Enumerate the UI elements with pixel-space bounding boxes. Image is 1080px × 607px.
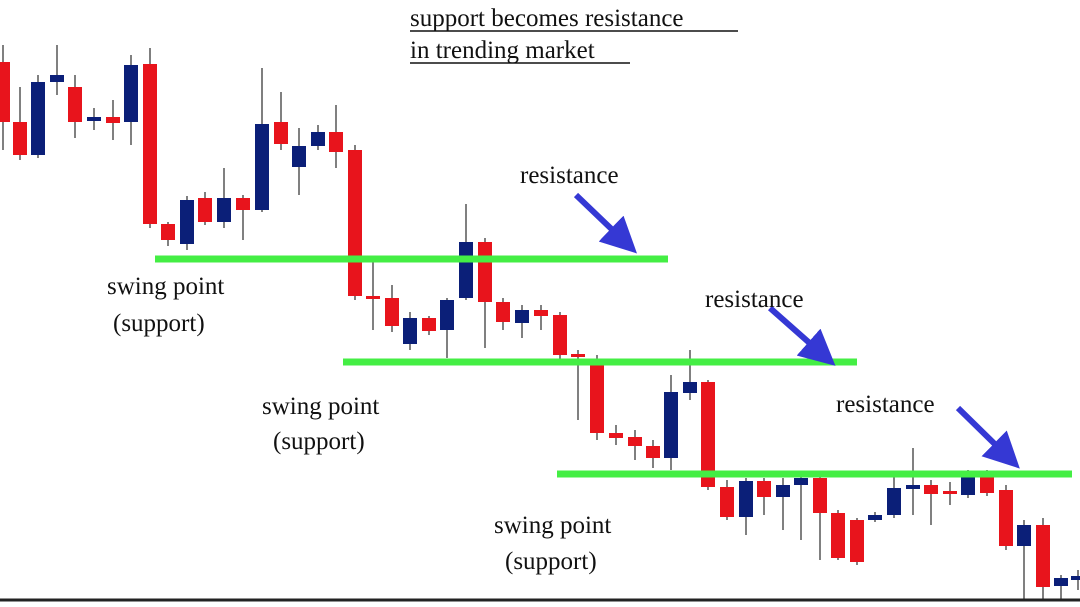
resistance-label: resistance: [520, 162, 619, 189]
candle-body: [1054, 578, 1068, 586]
swing-label: swing point: [107, 273, 224, 300]
candle-body: [868, 515, 882, 520]
candle-body: [459, 242, 473, 298]
candle-body: [478, 242, 492, 302]
candle-body: [31, 82, 45, 155]
candle-body: [961, 475, 975, 495]
swing-label: (support): [273, 428, 365, 455]
resistance-label: resistance: [836, 391, 935, 418]
candle-body: [403, 318, 417, 344]
candle-body: [87, 117, 101, 121]
candle-body: [1017, 525, 1031, 546]
candle-body: [311, 132, 325, 146]
candle-body: [553, 315, 567, 355]
candle-body: [180, 200, 194, 244]
candle-body: [850, 520, 864, 562]
candle-body: [980, 477, 994, 493]
candle-body: [664, 392, 678, 458]
candle-body: [143, 64, 157, 224]
candle-body: [739, 481, 753, 517]
candle-body: [646, 446, 660, 458]
candle-body: [422, 318, 436, 331]
candle-body: [385, 298, 399, 326]
candle-body: [943, 491, 957, 494]
candle-body: [255, 124, 269, 210]
arrow: [573, 192, 637, 254]
candle-body: [124, 65, 138, 122]
candle-body: [590, 360, 604, 433]
candle-body: [683, 382, 697, 393]
candle-body: [924, 485, 938, 494]
candle-body: [571, 354, 585, 357]
candle-body: [813, 478, 827, 513]
title-line: in trending market: [410, 37, 595, 64]
candle-body: [609, 433, 623, 438]
candle-body: [776, 485, 790, 497]
candle-body: [348, 150, 362, 296]
candle-body: [161, 224, 175, 240]
candle-body: [999, 490, 1013, 546]
title-line: support becomes resistance: [410, 5, 684, 32]
candle-body: [274, 122, 288, 144]
candle-body: [515, 310, 529, 323]
candle-body: [0, 62, 10, 122]
candle-body: [68, 87, 82, 122]
candle-body: [366, 296, 380, 299]
candle-body: [236, 198, 250, 210]
candle-body: [198, 198, 212, 222]
candle-body: [757, 481, 771, 497]
candle-body: [217, 198, 231, 222]
candle-body: [496, 302, 510, 322]
candle-body: [720, 487, 734, 517]
candle-body: [701, 382, 715, 487]
candle-body: [628, 437, 642, 446]
candle-body: [794, 478, 808, 485]
swing-label: (support): [113, 310, 205, 337]
candle-body: [1071, 576, 1080, 580]
arrow: [955, 405, 1020, 469]
swing-label: swing point: [262, 393, 379, 420]
candle-body: [329, 132, 343, 152]
candle-body: [906, 485, 920, 489]
candle-body: [440, 300, 454, 330]
swing-label: (support): [505, 548, 597, 575]
candle-body: [887, 488, 901, 515]
arrow: [768, 305, 836, 366]
candle-body: [50, 75, 64, 82]
candle-body: [292, 146, 306, 167]
candle-body: [831, 513, 845, 558]
swing-label: swing point: [494, 512, 611, 539]
candle-body: [1036, 525, 1050, 587]
candle-body: [534, 310, 548, 316]
resistance-label: resistance: [705, 286, 804, 313]
candle-body: [13, 122, 27, 155]
candle-body: [106, 117, 120, 123]
candles: [0, 45, 1080, 600]
